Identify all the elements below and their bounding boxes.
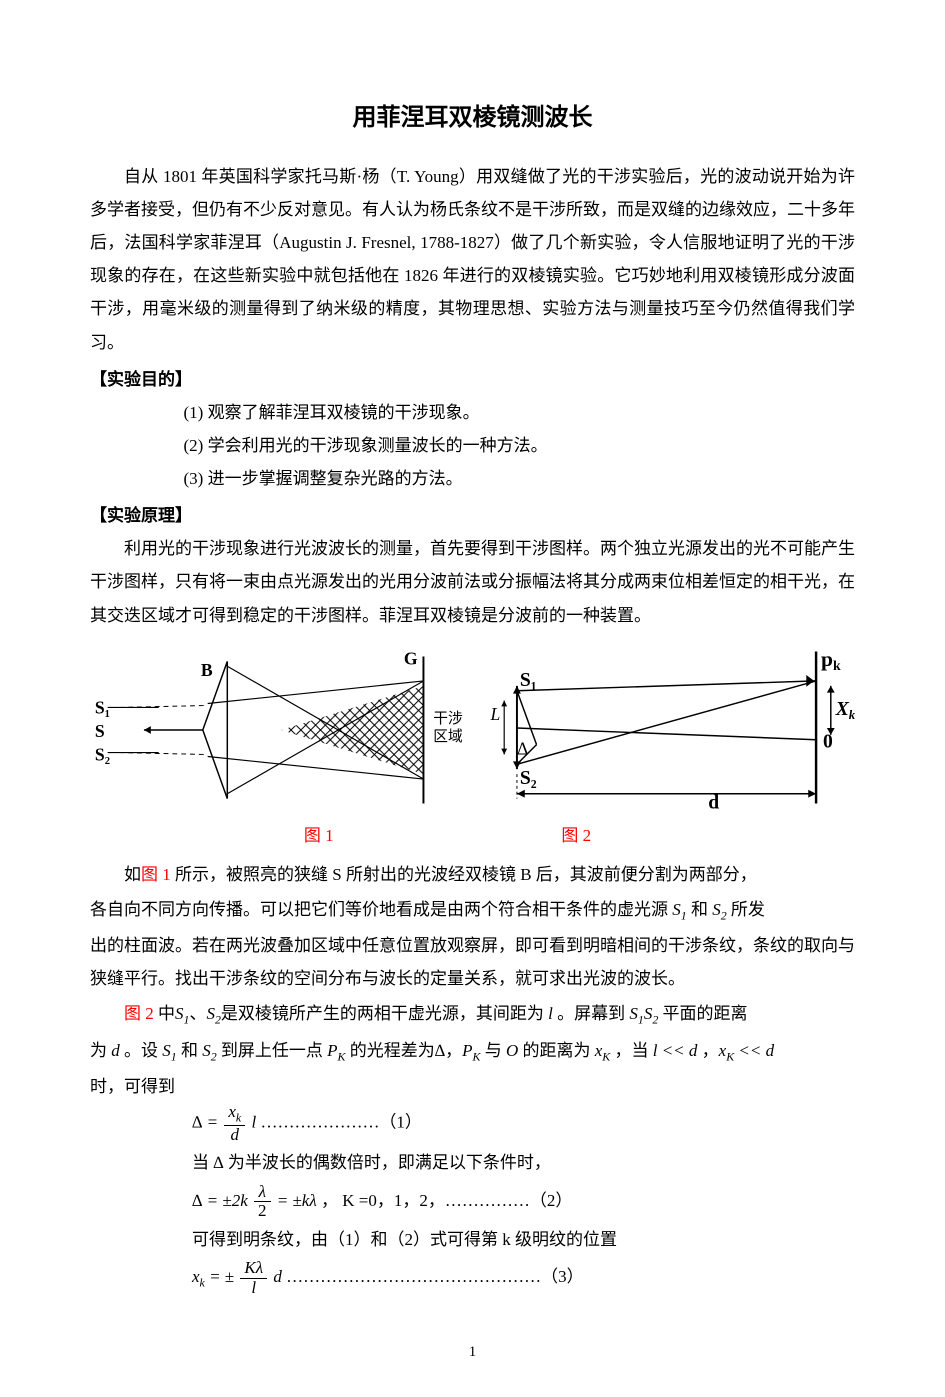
svg-text:B: B (201, 660, 213, 680)
p6-h: ，当 (610, 1041, 653, 1060)
svg-text:d: d (708, 792, 719, 813)
p6-i: ， (697, 1041, 718, 1060)
principle-paragraph-1: 利用光的干涉现象进行光波波长的测量，首先要得到干涉图样。两个独立光源发出的光不可… (90, 532, 855, 631)
equation-1: ∆ = xkd l …………………（1） (192, 1103, 855, 1144)
equation-3: xk = ± Kλl d ………………………………………（3） (192, 1258, 855, 1297)
svg-text:区域: 区域 (433, 728, 462, 745)
sym-cond2: xK << d (719, 1041, 774, 1060)
page-number: 1 (90, 1338, 855, 1367)
p3-b: 和 (687, 900, 713, 919)
p6-d: 到屏上任一点 (217, 1041, 328, 1060)
principle-paragraph-6b: 时，可得到 (90, 1070, 855, 1103)
p3-a: 各自向不同方向传播。可以把它们等价地看成是由两个符合相干条件的虚光源 (90, 900, 672, 919)
sym-d: d (111, 1041, 120, 1060)
eq3-lead: 可得到明条纹，由（1）和（2）式可得第 k 级明纹的位置 (192, 1221, 855, 1258)
svg-text:Δ: Δ (517, 738, 528, 758)
p5-b: 、 (189, 1004, 206, 1023)
figure-captions: 图 1 图 2 (90, 819, 855, 852)
p6-b: 。设 (120, 1041, 163, 1060)
intro-paragraph: 自从 1801 年英国科学家托马斯·杨（T. Young）用双缝做了光的干涉实验… (90, 160, 855, 359)
p6-g: 的距离为 (518, 1041, 595, 1060)
svg-text:S₁: S₁ (95, 697, 110, 717)
sym-xk: xK (595, 1041, 610, 1060)
figure-2-svg: S₁ S₂ L Δ pk Xk 0 (463, 640, 855, 815)
p2-text-b: 所示，被照亮的狭缝 S 所射出的光波经双棱镜 B 后，其波前便分割为两部分， (175, 865, 757, 884)
sym-o: O (506, 1041, 518, 1060)
eq2-tail: ， K =0，1，2，……………（2） (317, 1191, 573, 1210)
sym-s1: S1 (672, 900, 686, 919)
svg-text:G: G (404, 648, 418, 668)
p5-d: 。屏幕到 (553, 1004, 630, 1023)
section-principle: 【实验原理】 (90, 499, 855, 532)
eq1-tail: …………………（1） (256, 1113, 422, 1132)
objective-item: (1) 观察了解菲涅耳双棱镜的干涉现象。 (184, 396, 856, 429)
principle-paragraph-2: 如图 1 所示，被照亮的狭缝 S 所射出的光波经双棱镜 B 后，其波前便分割为两… (90, 858, 855, 891)
eq3-tail: ………………………………………（3） (282, 1267, 584, 1286)
svg-text:L: L (489, 704, 500, 724)
svg-text:Xk: Xk (834, 699, 855, 722)
objective-item: (2) 学会利用光的干涉现象测量波长的一种方法。 (184, 429, 856, 462)
svg-text:0: 0 (823, 731, 833, 752)
objective-item: (3) 进一步掌握调整复杂光路的方法。 (184, 462, 856, 495)
p2-text: 如 (124, 865, 141, 884)
p6-f: 与 (480, 1041, 506, 1060)
section-objective: 【实验目的】 (90, 363, 855, 396)
p3-c: 所发 (727, 900, 765, 919)
sym-pk2: PK (462, 1041, 480, 1060)
p2-figref: 图 1 (141, 865, 175, 884)
principle-paragraph-4: 出的柱面波。若在两光波叠加区域中任意位置放观察屏，即可看到明暗相间的干涉条纹，条… (90, 929, 855, 995)
svg-text:S₂: S₂ (95, 744, 110, 764)
svg-text:pk: pk (821, 647, 841, 673)
fig1-caption: 图 1 (304, 819, 334, 852)
p5-figref: 图 2 (124, 1004, 158, 1023)
figures-row: S₁ S S₂ B G 干涉 区域 (90, 640, 855, 815)
sym-s1s2: S1S2 (629, 1004, 658, 1023)
sym-s1b: S1 (175, 1004, 189, 1023)
p6-e: 的光程差为∆， (345, 1041, 462, 1060)
sym-s2c: S2 (202, 1041, 216, 1060)
eq2-lead: 当 ∆ 为半波长的偶数倍时，即满足以下条件时， (192, 1144, 855, 1181)
p5-a: 中 (158, 1004, 175, 1023)
fig2-caption: 图 2 (561, 819, 591, 852)
principle-paragraph-6: 为 d 。设 S1 和 S2 到屏上任一点 PK 的光程差为∆，PK 与 O 的… (90, 1032, 855, 1070)
equation-2: ∆ = ±2k λ2 = ±kλ ， K =0，1，2，……………（2） (192, 1182, 855, 1221)
svg-text:S: S (95, 721, 105, 741)
principle-paragraph-3: 各自向不同方向传播。可以把它们等价地看成是由两个符合相干条件的虚光源 S1 和 … (90, 891, 855, 929)
sym-pk: PK (327, 1041, 345, 1060)
p6-a: 为 (90, 1041, 111, 1060)
document-page: 用菲涅耳双棱镜测波长 自从 1801 年英国科学家托马斯·杨（T. Young）… (0, 0, 945, 1397)
figure-1-svg: S₁ S S₂ B G 干涉 区域 (90, 645, 463, 815)
svg-text:S₂: S₂ (520, 768, 537, 789)
p5-e: 平面的距离 (658, 1004, 747, 1023)
sym-cond1: l << d (653, 1041, 698, 1060)
p6-c: 和 (177, 1041, 203, 1060)
sym-s2b: S2 (206, 1004, 220, 1023)
objectives-list: (1) 观察了解菲涅耳双棱镜的干涉现象。 (2) 学会利用光的干涉现象测量波长的… (90, 396, 855, 495)
p5-c: 是双棱镜所产生的两相干虚光源，其间距为 (221, 1004, 548, 1023)
page-title: 用菲涅耳双棱镜测波长 (90, 95, 855, 142)
svg-text:干涉: 干涉 (433, 710, 462, 727)
sym-s2: S2 (712, 900, 726, 919)
svg-text:S₁: S₁ (520, 670, 537, 691)
sym-s1c: S1 (162, 1041, 176, 1060)
principle-paragraph-5: 图 2 中S1、S2是双棱镜所产生的两相干虚光源，其间距为 l 。屏幕到 S1S… (90, 995, 855, 1033)
